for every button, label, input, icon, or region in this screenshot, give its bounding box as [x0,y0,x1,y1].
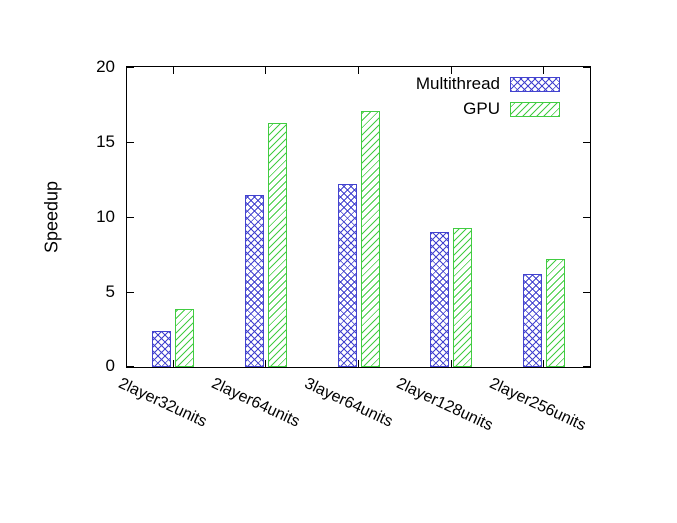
y-tick-mark [127,142,134,143]
y-tick-mark [583,217,590,218]
y-tick-label: 20 [96,57,115,76]
y-tick-mark [583,67,590,68]
x-tick-mark [265,360,267,367]
x-tick-mark [172,360,174,367]
x-tick-mark [450,360,452,367]
x-tick-mark [265,67,267,74]
legend-swatch-gpu [510,101,560,117]
plot-area: Multithread GPU 0 5 10 15 20 2layer32units 2la… [96,57,591,434]
y-tick-mark [127,217,134,218]
bar-multithread-2layer32units [152,331,172,367]
bar-multithread-2layer256units [522,274,542,367]
legend-label-multithread: Multithread [415,74,500,93]
bar-gpu-2layer64units [267,122,287,367]
y-tick-mark [583,142,590,143]
legend-item-multithread: Multithread [416,74,560,94]
y-tick-mark [127,67,134,68]
x-tick-label: 2layer256units [486,375,589,435]
bar-gpu-3layer64units [360,110,380,367]
bar-gpu-2layer32units [175,308,195,367]
x-tick-mark [358,67,359,74]
legend-item-gpu: GPU [463,99,560,119]
bar-multithread-2layer64units [244,194,264,367]
y-tick-label: 10 [96,207,115,226]
x-tick-label: 2layer64units [208,375,303,431]
x-tick-mark [358,360,359,367]
bar-gpu-2layer128units [453,227,473,367]
bar-multithread-2layer128units [430,232,450,367]
bar-gpu-2layer256units [545,259,565,367]
y-tick-mark [127,366,134,367]
legend-swatch-multithread [510,76,560,92]
legend-label-gpu: GPU [463,99,500,118]
x-tick-mark [450,67,452,74]
y-tick-mark [583,292,590,293]
y-axis-title: Speedup [41,180,62,254]
x-tick-mark [543,67,545,74]
legend: Multithread GPU [416,74,560,119]
x-tick-label: 3layer64units [301,375,395,431]
y-tick-label: 0 [105,356,115,375]
x-tick-label: 2layer128units [393,375,496,435]
y-tick-mark [127,292,134,293]
bar-multithread-3layer64units [337,184,357,367]
x-tick-mark [543,360,545,367]
x-tick-mark [172,67,174,74]
y-tick-label: 15 [96,132,115,151]
y-tick-label: 5 [105,282,115,301]
y-tick-mark [583,366,590,367]
x-tick-label: 2layer32units [116,375,210,431]
